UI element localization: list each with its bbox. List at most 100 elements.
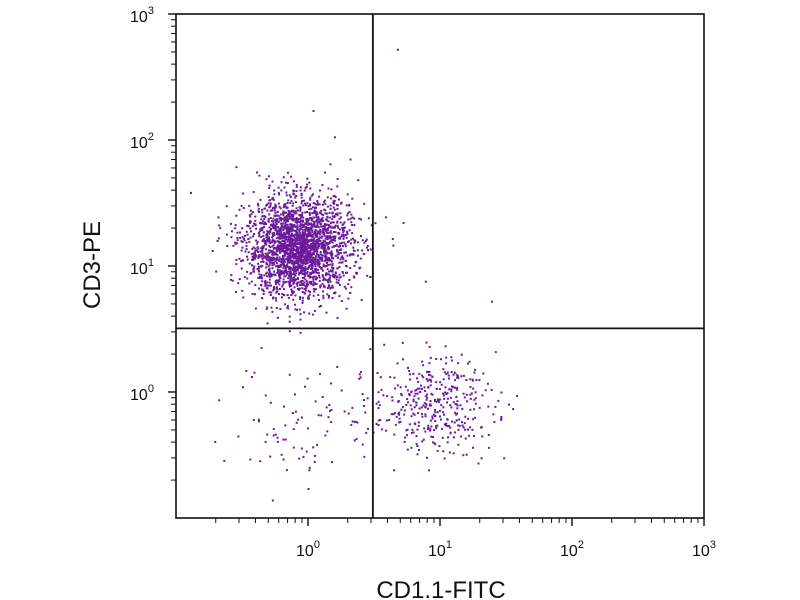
data-point (257, 250, 259, 253)
data-point (412, 400, 415, 403)
data-point (462, 426, 465, 429)
data-point (446, 441, 449, 444)
data-point (301, 211, 304, 214)
data-point (270, 291, 273, 294)
data-point (347, 412, 350, 415)
data-point (287, 296, 290, 299)
data-point (327, 241, 330, 244)
data-point (445, 393, 448, 395)
data-point (316, 223, 319, 226)
data-point (302, 232, 305, 235)
data-point (342, 222, 345, 225)
data-point (323, 260, 326, 262)
data-point (317, 264, 320, 267)
data-point (286, 231, 289, 234)
data-point (347, 218, 350, 221)
data-point (473, 435, 475, 438)
data-point (262, 220, 265, 223)
data-point (282, 294, 285, 296)
data-point (432, 436, 434, 439)
data-point (299, 266, 302, 269)
data-point (296, 258, 299, 261)
data-point (271, 236, 274, 239)
data-point (361, 249, 364, 252)
data-point (276, 218, 279, 221)
data-point (311, 212, 314, 215)
data-point (261, 211, 264, 214)
data-point (284, 264, 287, 267)
data-point (275, 247, 278, 250)
data-point (392, 413, 395, 416)
data-point (339, 252, 342, 254)
data-point (287, 235, 290, 238)
data-point (267, 202, 270, 205)
data-point (328, 234, 331, 237)
data-point (287, 227, 290, 230)
data-point (337, 226, 340, 229)
data-point (312, 110, 315, 112)
data-point (231, 279, 234, 282)
data-point (276, 230, 279, 233)
data-point (265, 254, 268, 257)
data-point (254, 251, 256, 254)
data-point (463, 396, 466, 399)
data-point (356, 249, 359, 252)
data-point (279, 235, 281, 238)
data-point (300, 224, 303, 226)
data-point (432, 413, 435, 416)
data-point (279, 287, 281, 290)
data-point (285, 181, 287, 184)
data-point (288, 373, 291, 376)
data-point (328, 241, 331, 244)
data-point (459, 404, 462, 407)
data-point (423, 427, 426, 430)
data-point (420, 384, 422, 387)
data-point (500, 416, 503, 418)
data-point (301, 299, 304, 302)
data-point (242, 192, 245, 195)
data-point (304, 255, 306, 258)
data-point (351, 216, 354, 219)
data-point (434, 400, 436, 403)
data-point (292, 189, 295, 192)
data-point (357, 254, 359, 257)
data-point (336, 212, 339, 215)
data-point (269, 202, 272, 205)
data-point (297, 218, 299, 221)
data-point (290, 248, 293, 251)
data-point (310, 242, 313, 245)
data-point (445, 373, 448, 375)
data-point (289, 234, 292, 237)
data-point (301, 246, 304, 249)
data-point (301, 250, 304, 253)
data-point (336, 204, 339, 207)
data-point (326, 242, 328, 245)
data-point (287, 182, 289, 185)
data-point (408, 423, 411, 426)
data-point (275, 265, 277, 268)
data-point (295, 257, 298, 260)
data-point (339, 237, 342, 240)
data-point (296, 308, 298, 311)
data-point (251, 258, 254, 261)
data-point (253, 265, 256, 268)
data-point (286, 273, 289, 276)
data-point (469, 426, 472, 429)
data-point (302, 456, 305, 458)
data-point (315, 260, 318, 263)
data-point (294, 212, 297, 215)
data-point (409, 373, 411, 376)
data-point (289, 196, 292, 199)
data-point (396, 48, 399, 51)
data-point (336, 185, 339, 188)
data-point (271, 310, 274, 313)
data-point (412, 431, 415, 434)
data-point (326, 235, 329, 238)
data-point (317, 217, 320, 220)
data-point (305, 186, 308, 188)
data-point (454, 403, 457, 406)
data-point (307, 427, 310, 430)
data-point (331, 275, 334, 278)
data-point (284, 217, 287, 220)
data-point (277, 214, 280, 217)
